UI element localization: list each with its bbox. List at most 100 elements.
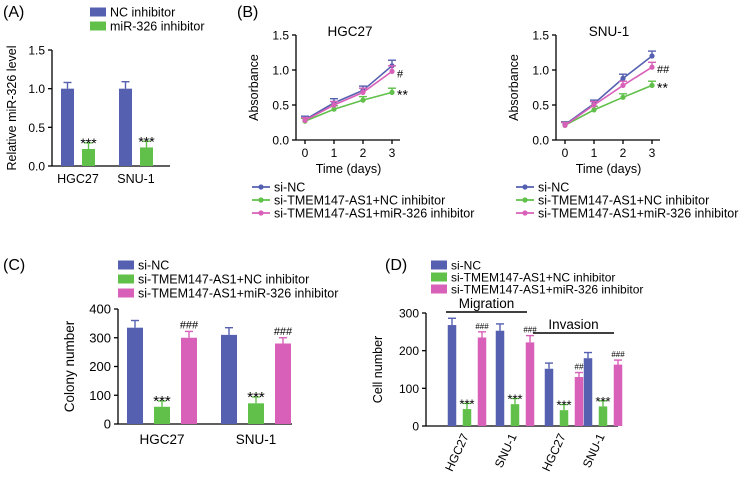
d-y-tick-label: 0: [412, 420, 419, 434]
b1-legend-label: si-TMEM147-AS1+NC inhibitor: [274, 194, 445, 208]
d-bar: [510, 404, 520, 426]
d-y-tick-label: 300: [399, 307, 419, 321]
b2-legend-marker: [522, 210, 528, 216]
b2-significance-label: ##: [657, 64, 670, 76]
d-bar: [598, 406, 608, 426]
b2-series-line: [564, 66, 653, 126]
b2-data-point: [649, 53, 655, 59]
d-legend-swatch: [431, 272, 447, 282]
b1-legend-marker: [258, 210, 264, 216]
panel-letter-d: (D): [385, 257, 407, 274]
a-y-tick-label: 1.0: [28, 82, 45, 96]
c-significance-label: ***: [247, 389, 265, 406]
d-x-tick-label: HGC27: [539, 431, 569, 473]
d-bar: [525, 342, 535, 426]
panel-letter-b: (B): [237, 4, 258, 21]
b2-data-point: [620, 82, 626, 88]
d-bar: [495, 330, 505, 426]
b2-x-tick-label: 2: [620, 146, 627, 160]
c-significance-label: ###: [274, 326, 293, 338]
a-y-axis-label: Relative miR-326 level: [5, 45, 19, 170]
b1-x-tick-label: 3: [389, 146, 396, 160]
b1-data-point: [389, 68, 395, 74]
b1-legend-marker: [258, 197, 264, 203]
a-x-tick-label: SNU-1: [117, 172, 155, 186]
d-significance-label: ***: [556, 398, 571, 413]
b2-y-tick-label: 0.0: [532, 134, 549, 148]
a-bar: [82, 148, 95, 166]
b1-y-tick-label: 0.0: [272, 134, 289, 148]
c-bar: [181, 337, 197, 424]
b1-x-tick-label: 1: [331, 146, 338, 160]
c-y-tick-label: 100: [89, 388, 111, 403]
b2-legend-label: si-NC: [538, 181, 569, 195]
d-group-label: Migration: [459, 296, 515, 311]
c-legend-swatch: [118, 288, 134, 298]
b1-series-line: [304, 91, 393, 122]
a-bar: [119, 88, 132, 166]
b2-x-axis-label: Time (days): [576, 162, 642, 176]
d-significance-label: ###: [611, 350, 625, 359]
b2-y-tick-label: 1.5: [532, 29, 549, 43]
b2-data-point: [620, 94, 626, 100]
b1-y-axis-label: Absorbance: [247, 54, 261, 121]
b2-y-tick-label: 0.5: [532, 99, 549, 113]
b2-legend-label: si-TMEM147-AS1+miR-326 inhibitor: [538, 207, 738, 221]
b1-x-axis-label: Time (days): [316, 162, 382, 176]
b1-y-tick-label: 1.5: [272, 29, 289, 43]
d-bar: [447, 325, 457, 426]
a-significance-label: ***: [138, 133, 155, 149]
c-y-axis-label: Colony number: [62, 320, 77, 412]
b2-significance-label: **: [657, 79, 668, 95]
d-significance-label: ***: [459, 396, 474, 411]
d-y-axis-label: Cell number: [371, 336, 385, 403]
a-x-tick-label: HGC27: [57, 172, 99, 186]
b1-data-point: [302, 117, 308, 123]
b1-chart-title: HGC27: [327, 24, 372, 39]
c-legend-label: si-NC: [138, 259, 169, 273]
c-significance-label: ***: [153, 393, 171, 410]
c-significance-label: ###: [180, 319, 199, 331]
a-legend-swatch: [90, 7, 106, 17]
b1-series-line: [304, 65, 393, 121]
b1-series-line: [304, 70, 393, 122]
b1-data-point: [389, 89, 395, 95]
b1-data-point: [360, 89, 366, 95]
d-bar: [574, 377, 584, 426]
b1-data-point: [331, 106, 337, 112]
c-x-tick-label: SNU-1: [236, 432, 277, 447]
a-significance-label: ***: [80, 135, 97, 151]
b1-x-tick-label: 2: [360, 146, 367, 160]
a-y-tick-label: 0.0: [28, 160, 45, 174]
d-significance-label: ***: [595, 394, 610, 409]
d-y-tick-label: 200: [399, 344, 419, 358]
b2-y-axis-label: Absorbance: [507, 54, 521, 121]
d-x-tick-label: SNU-1: [492, 431, 520, 470]
d-x-tick-label: HGC27: [442, 431, 472, 473]
d-bar: [559, 410, 569, 426]
d-significance-label: ###: [475, 322, 489, 331]
b2-data-point: [649, 82, 655, 88]
b2-y-tick-label: 1.0: [532, 64, 549, 78]
panel-letter-a: (A): [3, 4, 24, 21]
b2-series-line: [564, 84, 653, 127]
c-bar: [154, 406, 170, 424]
b1-legend-marker: [258, 184, 264, 190]
a-legend-label: miR-326 inhibitor: [110, 20, 204, 34]
c-y-tick-label: 0: [104, 417, 111, 432]
d-legend-label: si-TMEM147-AS1+miR-326 inhibitor: [451, 283, 643, 297]
b2-data-point: [591, 102, 597, 108]
d-group-label: Invasion: [548, 317, 598, 332]
b1-significance-label: #: [397, 68, 404, 80]
b1-legend-label: si-TMEM147-AS1+miR-326 inhibitor: [274, 207, 474, 221]
c-y-tick-label: 300: [89, 330, 111, 345]
b1-legend-label: si-NC: [274, 181, 305, 195]
c-legend-label: si-TMEM147-AS1+miR-326 inhibitor: [138, 287, 338, 301]
a-bar: [61, 88, 74, 166]
b1-data-point: [360, 97, 366, 103]
a-y-tick-label: 1.5: [28, 44, 45, 58]
b2-legend-marker: [522, 184, 528, 190]
b2-data-point: [591, 107, 597, 113]
d-x-tick-label: SNU-1: [580, 431, 608, 470]
